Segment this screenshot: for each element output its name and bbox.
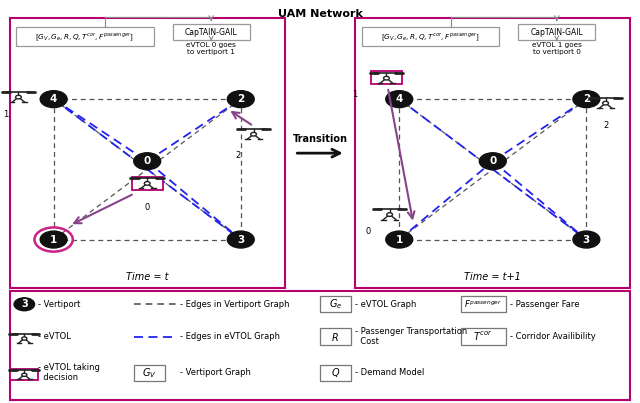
Text: Transition: Transition <box>292 134 348 144</box>
Text: $[G_V, G_e, R, Q, T^{cor}, F^{passenger}]$: $[G_V, G_e, R, Q, T^{cor}, F^{passenger}… <box>35 31 134 43</box>
Text: 0: 0 <box>366 227 371 237</box>
Text: 1: 1 <box>352 90 357 99</box>
Text: - Edges in Vertiport Graph: - Edges in Vertiport Graph <box>180 300 290 309</box>
Text: 2: 2 <box>583 94 590 104</box>
Text: Time = t: Time = t <box>126 272 168 282</box>
Bar <box>320 296 351 312</box>
Bar <box>10 18 285 288</box>
Text: 4: 4 <box>396 94 403 104</box>
Text: $F^{passenger}$: $F^{passenger}$ <box>464 298 502 310</box>
Text: 2: 2 <box>603 121 608 130</box>
Circle shape <box>22 337 27 340</box>
Text: - eVTOL taking
  decision: - eVTOL taking decision <box>38 363 100 382</box>
Circle shape <box>573 231 600 248</box>
Text: - Passenger Transportation
  Cost: - Passenger Transportation Cost <box>355 327 467 346</box>
Bar <box>10 369 38 380</box>
Circle shape <box>15 96 21 99</box>
Bar <box>320 365 351 381</box>
Text: - Corridor Availibility: - Corridor Availibility <box>510 332 596 341</box>
Text: $T^{cor}$: $T^{cor}$ <box>474 330 493 343</box>
Circle shape <box>227 91 254 108</box>
Text: $R$: $R$ <box>332 330 339 343</box>
Text: 2: 2 <box>235 151 240 160</box>
Text: eVTOL 1 goes
to vertiport 0: eVTOL 1 goes to vertiport 0 <box>532 42 582 55</box>
Text: - eVTOL Graph: - eVTOL Graph <box>355 300 417 309</box>
Text: CapTAIN-GAIL: CapTAIN-GAIL <box>185 28 237 37</box>
Text: - Edges in eVTOL Graph: - Edges in eVTOL Graph <box>180 332 280 341</box>
Text: 1: 1 <box>396 235 403 245</box>
Circle shape <box>134 153 161 170</box>
Text: CapTAIN-GAIL: CapTAIN-GAIL <box>531 28 583 37</box>
Text: 1: 1 <box>50 235 57 245</box>
Text: - Vertiport Graph: - Vertiport Graph <box>180 368 252 377</box>
Circle shape <box>251 133 257 136</box>
Text: 4: 4 <box>50 94 58 104</box>
Text: 3: 3 <box>237 235 244 245</box>
Bar <box>461 328 506 345</box>
Bar <box>134 365 165 381</box>
Circle shape <box>40 231 67 248</box>
Bar <box>320 328 351 345</box>
Text: 0: 0 <box>143 156 151 166</box>
Bar <box>362 27 499 46</box>
Text: Time = t+1: Time = t+1 <box>465 272 521 282</box>
Text: $G_e$: $G_e$ <box>329 297 342 311</box>
Text: - Passenger Fare: - Passenger Fare <box>510 300 580 309</box>
Circle shape <box>145 182 150 185</box>
Text: 1: 1 <box>3 110 8 119</box>
Text: $Q$: $Q$ <box>331 366 340 379</box>
Text: - eVTOL: - eVTOL <box>38 332 71 341</box>
Bar <box>16 27 154 46</box>
Bar <box>355 18 630 288</box>
Text: 3: 3 <box>583 235 590 245</box>
Text: 0: 0 <box>145 203 150 212</box>
Bar <box>371 71 402 84</box>
Text: - Demand Model: - Demand Model <box>355 368 424 377</box>
Circle shape <box>227 231 254 248</box>
Text: $G_V$: $G_V$ <box>143 366 157 380</box>
Text: eVTOL 0 goes
to vertiport 1: eVTOL 0 goes to vertiport 1 <box>186 42 236 55</box>
Text: 0: 0 <box>489 156 497 166</box>
Bar <box>132 177 163 189</box>
Circle shape <box>386 231 413 248</box>
Text: $[G_V, G_e, R, Q, T^{cor}, F^{passenger}]$: $[G_V, G_e, R, Q, T^{cor}, F^{passenger}… <box>381 31 480 43</box>
Circle shape <box>387 213 392 216</box>
Bar <box>10 291 630 400</box>
Bar <box>518 24 595 40</box>
Circle shape <box>386 91 413 108</box>
Text: UAM Network: UAM Network <box>278 9 362 19</box>
Text: 2: 2 <box>237 94 244 104</box>
Circle shape <box>14 298 35 311</box>
Circle shape <box>22 373 27 376</box>
Circle shape <box>479 153 506 170</box>
Bar <box>173 24 250 40</box>
Circle shape <box>383 77 389 80</box>
Circle shape <box>573 91 600 108</box>
Circle shape <box>40 91 67 108</box>
Circle shape <box>603 102 609 105</box>
Text: 3: 3 <box>21 299 28 309</box>
Text: - Vertiport: - Vertiport <box>38 300 81 309</box>
Bar <box>461 296 506 312</box>
